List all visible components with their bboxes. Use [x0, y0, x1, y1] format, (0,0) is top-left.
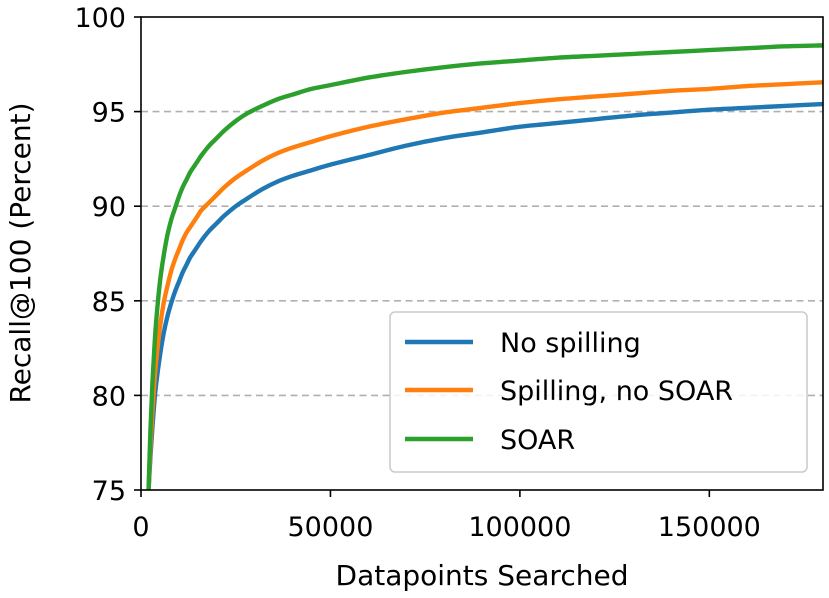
series-line-2 — [146, 43, 823, 490]
y-tick-label-2: 85 — [92, 287, 126, 318]
series-layer — [146, 43, 823, 490]
y-axis-ticks: 75 80 85 90 95 100 — [74, 3, 141, 507]
x-tick-label-1: 50000 — [287, 512, 373, 543]
x-tick-label-3: 150000 — [658, 512, 761, 543]
y-tick-label-5: 100 — [74, 3, 126, 34]
x-axis-ticks: 0 50000 100000 150000 — [132, 490, 761, 543]
legend: No spilling Spilling, no SOAR SOAR — [389, 311, 808, 473]
x-tick-label-2: 100000 — [468, 512, 571, 543]
legend-label-0: No spilling — [500, 328, 641, 359]
x-tick-label-0: 0 — [132, 512, 149, 543]
series-line-1 — [146, 80, 823, 490]
y-axis-label: Recall@100 (Percent) — [4, 102, 37, 403]
legend-frame — [389, 311, 808, 473]
y-tick-label-0: 75 — [92, 476, 126, 507]
y-tick-label-4: 95 — [92, 98, 126, 129]
legend-label-2: SOAR — [500, 425, 575, 456]
y-tick-label-3: 90 — [92, 192, 126, 223]
series-line-0 — [146, 101, 823, 490]
legend-label-1: Spilling, no SOAR — [500, 376, 733, 407]
x-axis-label: Datapoints Searched — [336, 559, 629, 592]
y-tick-label-1: 80 — [92, 381, 126, 412]
plot-area-frame — [140, 16, 824, 491]
